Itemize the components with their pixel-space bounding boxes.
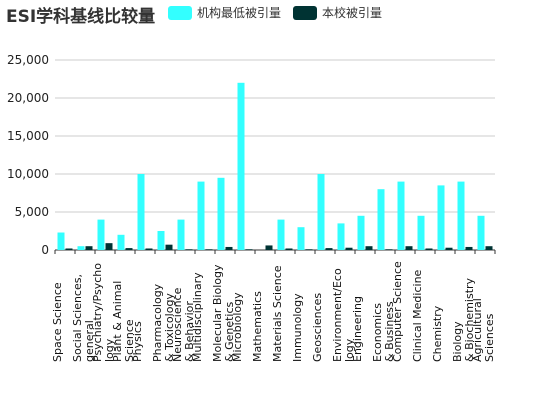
x-category-label: & Toxicology [163, 293, 176, 362]
bar-school-citation [185, 249, 193, 250]
x-category-label: Chemistry [431, 305, 444, 362]
bar-min-citation [477, 215, 485, 250]
x-category-label: logy [103, 338, 116, 362]
bar-school-citation [385, 249, 393, 250]
x-category-label: Economics [371, 303, 384, 362]
legend-label-min-citation: 机构最低被引量 [197, 6, 282, 20]
bar-school-citation [205, 249, 213, 250]
bar-min-citation [437, 185, 445, 250]
x-category-label: Sciences [483, 313, 496, 362]
bar-min-citation [357, 215, 365, 250]
bar-school-citation [225, 246, 233, 250]
x-category-label: Science [123, 319, 136, 362]
bar-school-citation [145, 248, 153, 250]
legend-swatch-school-citation [293, 5, 318, 20]
bar-min-citation [457, 181, 465, 250]
y-tick-label: 15,000 [7, 129, 49, 143]
bar-min-citation [57, 232, 65, 250]
bar-school-citation [245, 249, 253, 250]
x-category-label: & Behavior [183, 301, 196, 362]
x-category-label: Environment/Eco [331, 268, 344, 362]
bar-school-citation [445, 247, 453, 250]
bar-min-citation [297, 227, 305, 250]
legend-swatch-min-citation [168, 5, 192, 20]
x-category-label: Mathematics [251, 291, 264, 362]
x-category-label: Social Sciences, [71, 274, 84, 362]
bar-school-citation [405, 246, 413, 250]
x-category-label: general [83, 320, 96, 362]
bar-min-citation [277, 219, 285, 250]
x-category-label: Biology [451, 321, 464, 362]
x-category-label: & Biochemistry [463, 277, 476, 362]
x-category-label: Psychiatry/Psycho [91, 263, 104, 362]
bar-school-citation [165, 244, 173, 250]
x-category-label: Space Science [51, 282, 64, 362]
chart-title: ESI学科基线比较量 [6, 7, 156, 27]
x-category-label: Plant & Animal [111, 281, 124, 362]
x-category-label: Materials Science [271, 265, 284, 362]
legend-label-school-citation: 本校被引量 [322, 6, 383, 20]
y-tick-label: 0 [41, 243, 49, 257]
bar-min-citation [417, 215, 425, 250]
bar-school-citation [265, 245, 273, 250]
bar-min-citation [317, 174, 325, 250]
x-category-label: & Business [383, 301, 396, 362]
legend: 机构最低被引量 本校被引量 [168, 4, 394, 21]
x-category-label: Molecular Biology [211, 264, 224, 362]
bar-school-citation [325, 248, 333, 250]
bar-school-citation [305, 249, 313, 250]
legend-item-school-citation[interactable]: 本校被引量 [293, 4, 382, 21]
x-category-label: Agricultural [471, 298, 484, 362]
bar-min-citation [97, 219, 105, 250]
y-tick-label: 10,000 [7, 167, 49, 181]
bar-min-citation [337, 223, 345, 250]
bar-min-citation [397, 181, 405, 250]
bar-school-citation [365, 246, 373, 250]
bar-min-citation [117, 234, 125, 250]
x-category-label: & Genetics [223, 301, 236, 362]
legend-item-min-citation[interactable]: 机构最低被引量 [168, 4, 281, 21]
bar-school-citation [465, 246, 473, 250]
x-category-label: Microbiology [231, 292, 244, 362]
x-category-label: logy [343, 338, 356, 362]
bar-min-citation [137, 174, 145, 250]
x-category-label: Neuroscience [171, 287, 184, 362]
y-tick-label: 5,000 [15, 205, 49, 219]
bar-school-citation [125, 248, 133, 250]
bar-min-citation [77, 246, 85, 250]
x-category-label: Immunology [291, 293, 304, 362]
bar-min-citation [377, 189, 385, 250]
y-tick-label: 20,000 [7, 91, 49, 105]
bar-school-citation [425, 248, 433, 250]
x-category-label: Geosciences [311, 293, 324, 362]
x-category-label: Computer Science [391, 261, 404, 362]
bar-school-citation [85, 246, 93, 250]
x-category-label: Clinical Medicine [411, 269, 424, 362]
bar-school-citation [485, 246, 493, 250]
x-category-label: Physics [131, 321, 144, 362]
bar-school-citation [105, 243, 113, 250]
bar-school-citation [285, 248, 293, 250]
y-tick-label: 25,000 [7, 53, 49, 67]
x-category-label: Engineering [351, 296, 364, 362]
bar-min-citation [197, 181, 205, 250]
bar-min-citation [217, 177, 225, 250]
x-category-label: Pharmacology [151, 283, 164, 362]
bar-min-citation [157, 231, 165, 250]
bar-min-citation [237, 82, 245, 250]
x-category-label: Multidisciplinary [191, 272, 204, 362]
bar-min-citation [177, 219, 185, 250]
bar-school-citation [65, 248, 73, 250]
bar-school-citation [345, 247, 353, 250]
